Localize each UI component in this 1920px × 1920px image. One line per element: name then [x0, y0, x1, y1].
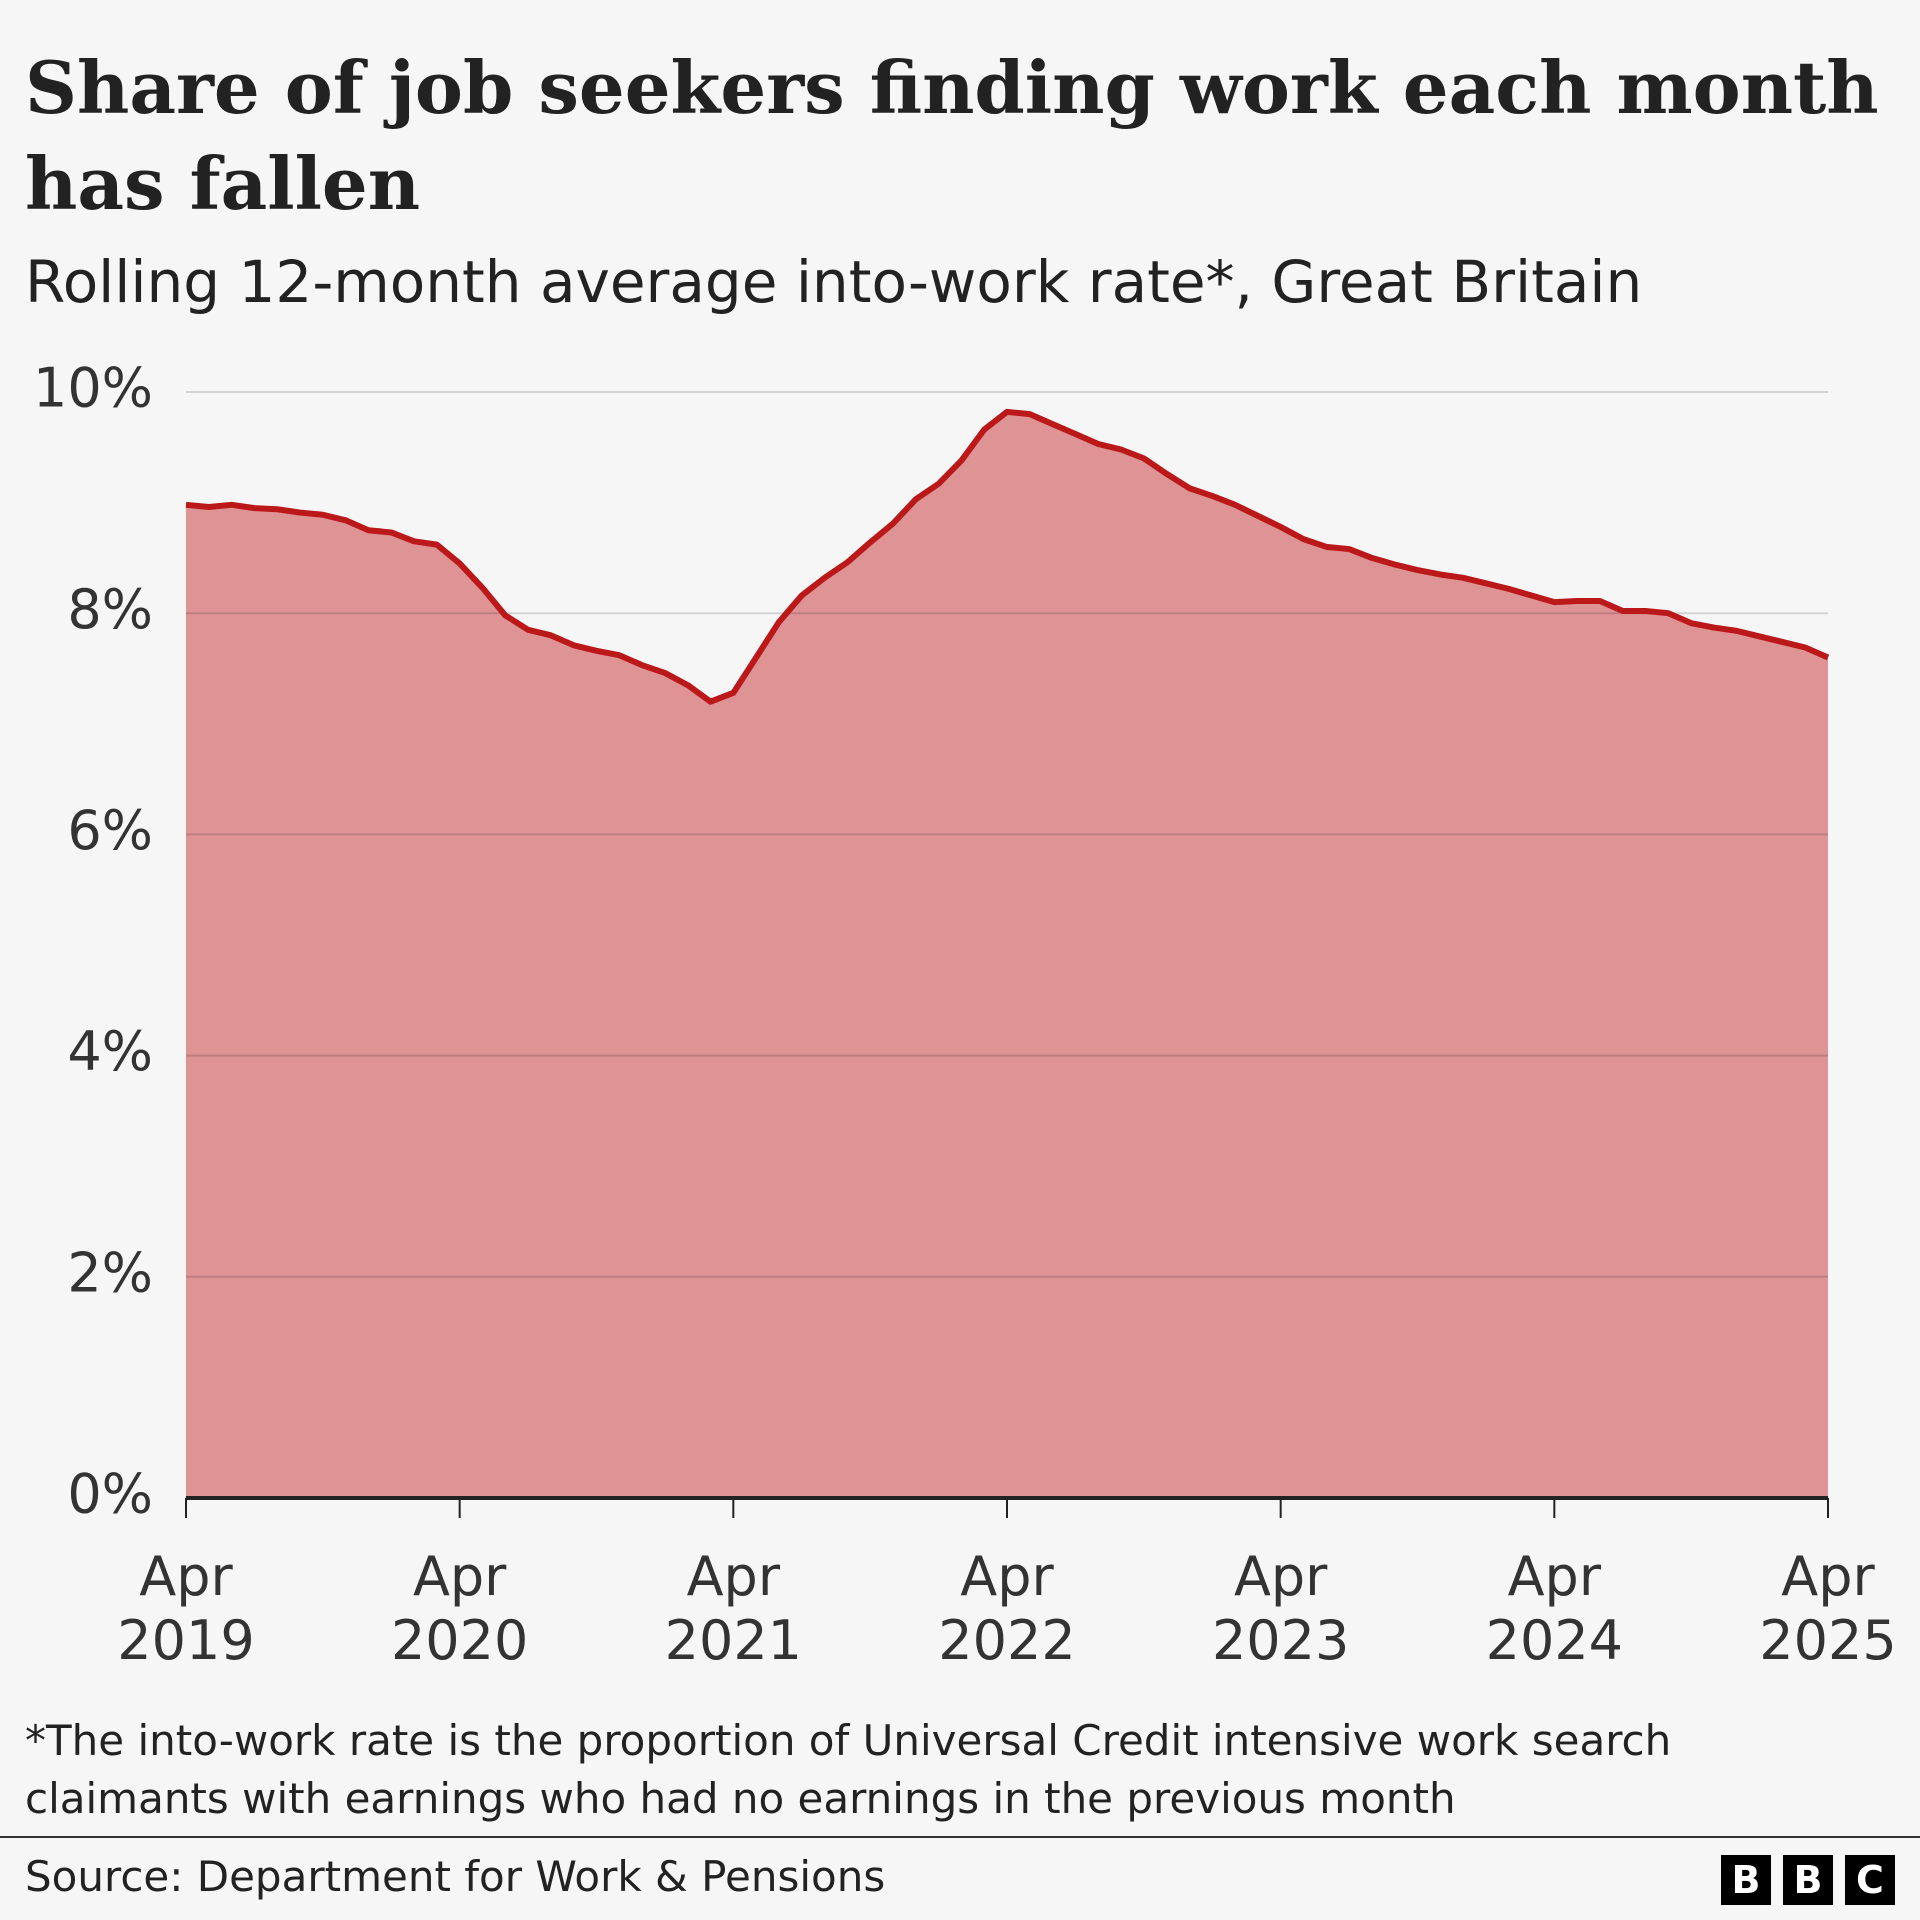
- x-tick-label: Apr 2022: [938, 1545, 1076, 1672]
- y-tick-label: 8%: [67, 578, 153, 641]
- x-tick-label: Apr 2019: [117, 1545, 255, 1672]
- chart-subtitle: Rolling 12-month average into-work rate*…: [25, 248, 1643, 316]
- x-tick-label: Apr 2020: [390, 1545, 529, 1672]
- logo-letter: B: [1721, 1855, 1771, 1905]
- y-tick-label: 2%: [67, 1241, 153, 1304]
- x-tick-label: Apr 2024: [1485, 1545, 1624, 1672]
- area: [186, 411, 1828, 1499]
- y-tick-label: 10%: [33, 357, 153, 420]
- x-tick-label: Apr 2023: [1211, 1545, 1350, 1672]
- x-tick-label: Apr 2021: [664, 1545, 803, 1672]
- source: Source: Department for Work & Pensions: [25, 1852, 886, 1901]
- x-tick-label: Apr 2025: [1759, 1545, 1897, 1672]
- chart-title: Share of job seekers finding work each m…: [25, 45, 1879, 226]
- logo-letter: B: [1783, 1855, 1833, 1905]
- y-tick-label: 4%: [67, 1020, 153, 1083]
- logo: B B C: [1721, 1855, 1895, 1905]
- logo-letter: C: [1845, 1855, 1895, 1905]
- y-tick-label: 6%: [67, 799, 153, 862]
- y-tick-label: 0%: [67, 1463, 153, 1526]
- footer-rule: [0, 1836, 1920, 1838]
- footnote: *The into-work rate is the proportion of…: [25, 1716, 1672, 1823]
- line: [185, 408, 1830, 705]
